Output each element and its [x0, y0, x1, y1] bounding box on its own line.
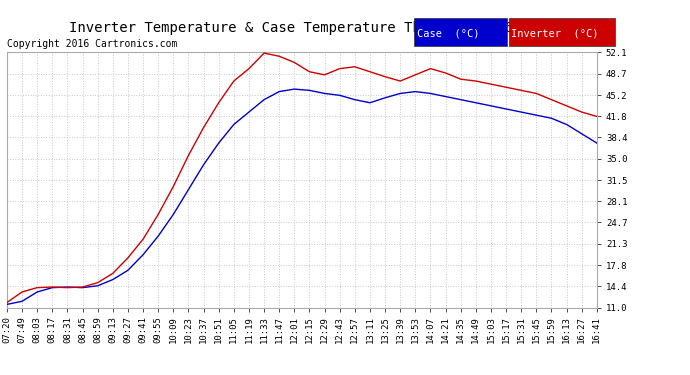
Text: Inverter  (°C): Inverter (°C): [511, 29, 599, 39]
Text: Case  (°C): Case (°C): [417, 29, 480, 39]
Text: Inverter Temperature & Case Temperature Thu Jan 21 16:44: Inverter Temperature & Case Temperature …: [69, 21, 538, 34]
Text: Copyright 2016 Cartronics.com: Copyright 2016 Cartronics.com: [7, 39, 177, 50]
